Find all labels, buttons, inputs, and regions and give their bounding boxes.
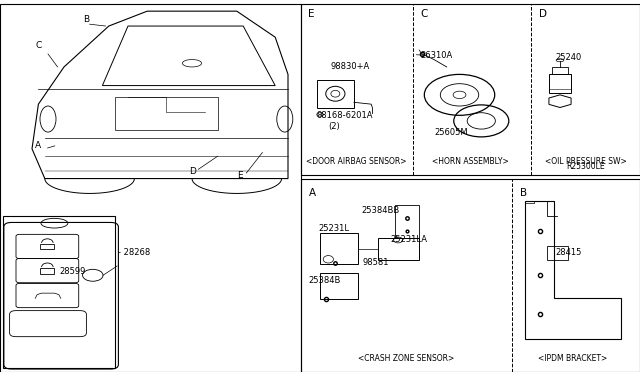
Bar — [320, 273, 358, 299]
Text: B: B — [83, 15, 90, 24]
Text: 28599: 28599 — [60, 267, 86, 276]
Text: - 28268: - 28268 — [118, 248, 150, 257]
Bar — [40, 244, 54, 249]
Bar — [3, 216, 115, 368]
Text: <HORN ASSEMBLY>: <HORN ASSEMBLY> — [432, 157, 509, 166]
Bar — [549, 74, 571, 93]
Bar — [317, 80, 354, 108]
Text: A: A — [35, 141, 42, 150]
Text: 25384B: 25384B — [308, 276, 341, 285]
Bar — [301, 179, 640, 372]
Text: 98581: 98581 — [363, 258, 389, 267]
Bar — [320, 232, 358, 264]
Text: 25605M: 25605M — [434, 128, 468, 137]
Text: C: C — [420, 9, 428, 19]
Text: 08168-6201A: 08168-6201A — [317, 111, 373, 120]
Text: <DOOR AIRBAG SENSOR>: <DOOR AIRBAG SENSOR> — [306, 157, 407, 166]
Bar — [301, 4, 640, 175]
Text: R25300LE: R25300LE — [566, 162, 605, 171]
Bar — [378, 238, 419, 260]
Text: 28415: 28415 — [556, 248, 582, 257]
Text: 25240: 25240 — [556, 53, 582, 62]
Text: B: B — [520, 188, 527, 198]
Text: <OIL PRESSURE SW>: <OIL PRESSURE SW> — [545, 157, 627, 166]
Text: (2): (2) — [328, 122, 340, 131]
Bar — [547, 246, 568, 260]
Text: 25231L: 25231L — [319, 224, 349, 233]
Bar — [115, 97, 218, 130]
Text: E: E — [308, 9, 315, 19]
Text: E: E — [237, 171, 243, 180]
Bar — [40, 268, 54, 274]
Text: D: D — [539, 9, 547, 19]
Bar — [395, 205, 419, 238]
Text: 98830+A: 98830+A — [331, 62, 370, 71]
Bar — [552, 67, 568, 74]
Text: 25384BB: 25384BB — [362, 206, 400, 215]
Text: <IPDM BRACKET>: <IPDM BRACKET> — [538, 354, 607, 363]
Text: C: C — [35, 41, 42, 50]
Text: <CRASH ZONE SENSOR>: <CRASH ZONE SENSOR> — [358, 354, 454, 363]
Text: 26310A: 26310A — [420, 51, 452, 60]
Bar — [0, 4, 301, 372]
Text: D: D — [189, 167, 196, 176]
Text: A: A — [308, 188, 316, 198]
Text: 25231LA: 25231LA — [390, 235, 428, 244]
